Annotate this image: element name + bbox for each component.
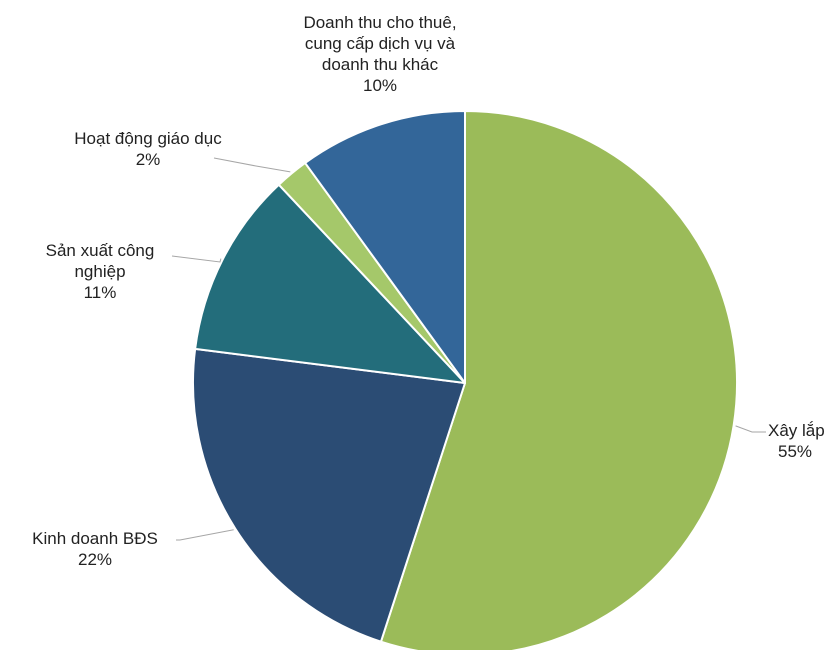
- slice-label-line: Sản xuất công: [45, 241, 155, 260]
- pie-slice: [194, 183, 466, 384]
- slice-value-label: 55%: [778, 442, 813, 461]
- slice-value-label: 22%: [77, 550, 113, 569]
- slice-label-xay-lap: Xây lắp 55%: [768, 420, 825, 462]
- slice-label-line: Hoạt động giáo dục: [74, 129, 222, 148]
- slice-value-label: 10%: [362, 76, 398, 95]
- leader-line: [171, 255, 222, 263]
- slice-label-kinh-doanh-bds: Kinh doanh BĐS 22%: [16, 528, 174, 570]
- slice-label-line: Kinh doanh BĐS: [32, 529, 158, 548]
- leader-line: [213, 157, 291, 173]
- slice-label-san-xuat-cong-nghiep: Sản xuất công nghiệp 11%: [30, 240, 170, 303]
- slice-label-line: Doanh thu cho thuê,: [303, 13, 457, 32]
- slice-value-label: 2%: [135, 150, 161, 169]
- slice-label-line: nghiệp: [74, 262, 126, 281]
- leader-line: [735, 425, 766, 433]
- slice-label-line: cung cấp dịch vụ và: [304, 34, 456, 53]
- pie-slice: [304, 110, 466, 384]
- slice-label-line: doanh thu khác: [321, 55, 439, 74]
- slice-label-hoat-dong-giao-duc: Hoạt động giáo dục 2%: [48, 128, 248, 170]
- slice-label-line: Xây lắp: [768, 421, 825, 440]
- leader-line: [176, 529, 234, 541]
- slice-label-doanh-thu-khac: Doanh thu cho thuê, cung cấp dịch vụ và …: [270, 12, 490, 96]
- slice-value-label: 11%: [83, 283, 117, 302]
- pie-slice: [192, 347, 466, 643]
